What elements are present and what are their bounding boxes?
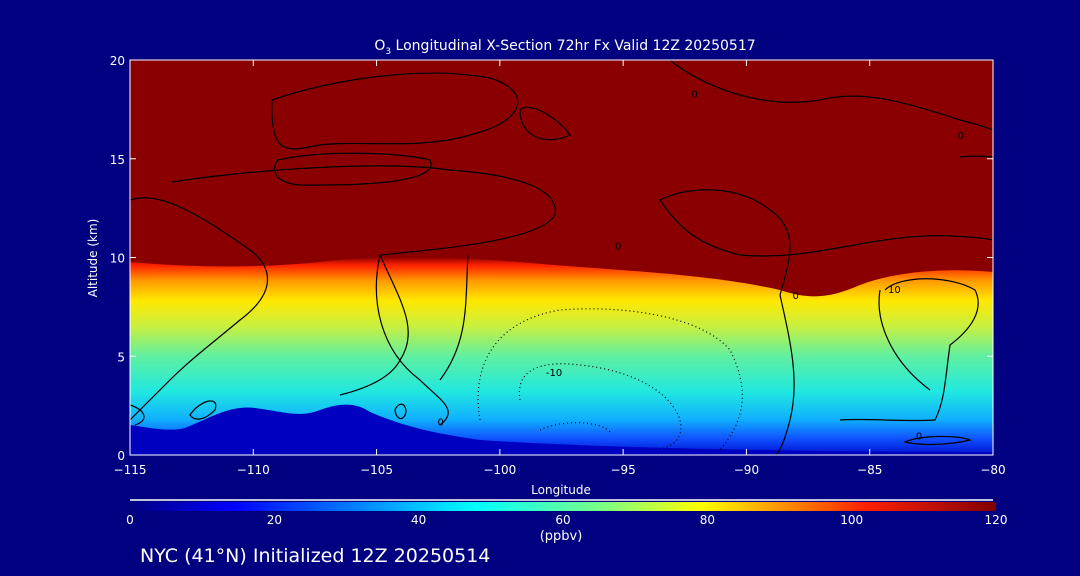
- x-tick-label: −110: [237, 463, 270, 477]
- y-tick-label: 0: [117, 449, 125, 463]
- colorbar-tick-label: 60: [555, 513, 570, 527]
- plot-area: 0 0 0 0 10 -10 0 0: [130, 60, 993, 455]
- x-axis-label: Longitude: [531, 483, 591, 497]
- footer-caption: NYC (41°N) Initialized 12Z 20250514: [140, 545, 490, 567]
- x-tick-label: −90: [734, 463, 759, 477]
- colorbar-tick-label: 40: [411, 513, 426, 527]
- contour-label: 0: [691, 90, 697, 101]
- y-tick-label: 10: [110, 252, 125, 266]
- contour-label: 0: [793, 291, 799, 302]
- x-tick-label: −85: [857, 463, 882, 477]
- colorbar-tick-label: 0: [126, 513, 134, 527]
- contour-label: 0: [437, 417, 443, 428]
- colorbar-tick-label: 120: [985, 513, 1008, 527]
- colorbar-tick-label: 100: [840, 513, 863, 527]
- contour-label: 0: [958, 131, 964, 142]
- colorbar-tick-label: 80: [700, 513, 715, 527]
- x-tick-label: −95: [610, 463, 635, 477]
- terrain: [130, 404, 993, 455]
- negative-contours: [477, 308, 743, 451]
- colorbar-tick-label: 20: [267, 513, 282, 527]
- x-tick-label: −100: [483, 463, 516, 477]
- colorbar: [130, 502, 996, 511]
- contour-label: 0: [916, 431, 922, 442]
- y-tick-label: 15: [110, 153, 125, 167]
- y-tick-label: 5: [117, 350, 125, 364]
- contour-label: 0: [615, 242, 621, 253]
- x-tick-label: −115: [114, 463, 147, 477]
- x-tick-label: −105: [360, 463, 393, 477]
- x-tick-label: −80: [980, 463, 1005, 477]
- y-tick-label: 20: [110, 54, 125, 68]
- contours: [130, 60, 993, 455]
- contour-label: -10: [546, 368, 562, 379]
- contour-label: 10: [888, 285, 901, 296]
- chart-title: O3 Longitudinal X-Section 72hr Fx Valid …: [374, 38, 755, 57]
- colorbar-units: (ppbv): [540, 529, 583, 544]
- y-axis-label: Altitude (km): [86, 219, 100, 298]
